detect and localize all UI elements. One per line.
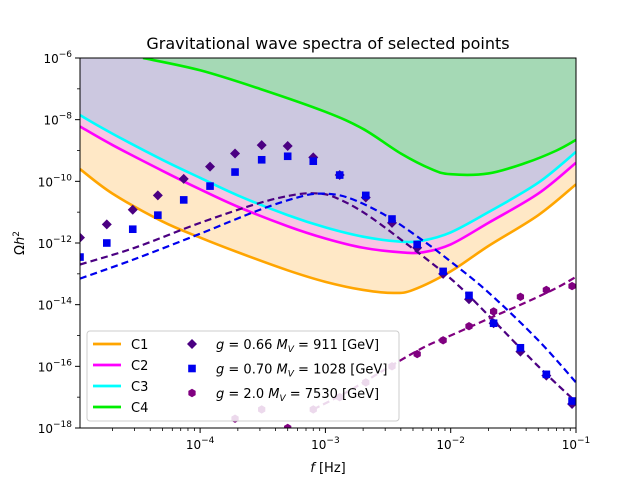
y-tick-label: 10−18 (38, 420, 73, 436)
data-point-3 (439, 336, 447, 345)
sensitivity-line-c2 (80, 125, 576, 255)
data-point-3 (465, 322, 473, 331)
data-point-3 (284, 423, 292, 428)
axes: 10−4 10−3 10−2 10−1 10−18 10−16 10−14 10−12 10−1… (38, 50, 591, 452)
data-point-2 (542, 370, 551, 379)
data-point-1 (178, 173, 189, 184)
sensitivity-line-c4 (142, 58, 576, 177)
data-point-2 (361, 191, 370, 200)
data-point-1 (152, 190, 163, 201)
data-point-2 (257, 155, 266, 164)
data-point-1 (127, 204, 138, 215)
data-point-2 (179, 196, 188, 204)
legend-label-c2: C2 (131, 359, 148, 374)
legend-label-c4: C4 (131, 401, 148, 416)
data-point-2 (335, 171, 344, 179)
y-tick-label: 10−8 (43, 112, 72, 128)
data-point-2 (388, 215, 396, 223)
sensitivity-lines (80, 58, 576, 295)
data-point-2 (283, 152, 292, 161)
data-point-3 (413, 349, 421, 359)
data-point-2 (568, 397, 576, 405)
legend-label-c3: C3 (131, 380, 148, 395)
sensitivity-line-c1 (80, 168, 576, 295)
x-tick-label: 10−1 (562, 436, 591, 452)
legend-label-model-1: g = 0.66 MV = 911 [GeV] (216, 338, 379, 355)
data-point-2 (231, 168, 239, 176)
data-point-2 (154, 211, 162, 219)
legend-label-model-3: g = 2.0 MV = 7530 [GeV] (216, 387, 379, 404)
legend-label-c1: C1 (131, 338, 148, 353)
sensitivity-fill-c4 (142, 58, 576, 175)
legend-marker-3 (188, 388, 196, 398)
x-tick-label: 10−4 (186, 436, 215, 452)
data-point-2 (309, 157, 318, 165)
y-tick-label: 10−6 (43, 50, 72, 66)
data-point-1 (256, 140, 267, 151)
chart-title: Gravitational wave spectra of selected p… (146, 34, 509, 53)
legend-marker-1 (187, 339, 197, 349)
data-point-2 (80, 253, 84, 261)
data-point-1 (80, 232, 85, 243)
y-tick-label: 10−16 (38, 358, 73, 374)
data-point-1 (205, 161, 216, 172)
data-point-2 (206, 182, 214, 190)
legend-box (86, 330, 400, 422)
model-curve-2 (80, 192, 576, 384)
legend-marker-2 (188, 364, 196, 373)
x-tick-label: 10−3 (311, 436, 340, 452)
data-point-2 (128, 225, 137, 234)
sensitivity-line-c3 (80, 114, 576, 244)
data-point-2 (413, 240, 421, 249)
data-point-1 (230, 148, 241, 159)
data-point-2 (439, 267, 447, 276)
x-axis-label: f [Hz] (310, 461, 345, 476)
sensitivity-fills (80, 58, 576, 293)
data-point-3 (516, 292, 525, 301)
y-axis-label: Ωh2 (12, 231, 28, 255)
x-tick-label: 10−2 (436, 436, 465, 452)
data-point-2 (489, 319, 498, 328)
y-tick-label: 10−12 (38, 235, 72, 251)
legend-label-model-2: g = 0.70 MV = 1028 [GeV] (216, 363, 387, 380)
y-tick-label: 10−10 (38, 173, 73, 189)
data-point-3 (542, 285, 550, 295)
data-point-3 (568, 281, 576, 291)
model-curves (80, 192, 576, 411)
y-tick-label: 10−14 (38, 297, 73, 313)
model-curve-3 (312, 275, 576, 411)
data-point-1 (101, 219, 112, 230)
data-point-2 (516, 343, 525, 352)
model-curve-1 (80, 192, 576, 403)
data-point-2 (102, 239, 111, 247)
legend: C1 C2 C3 C4 g = 0.66 MV = 911 [GeV] g = 0.70 … (86, 330, 400, 422)
data-point-2 (465, 291, 473, 300)
data-point-1 (282, 140, 293, 151)
data-point-3 (489, 307, 498, 316)
